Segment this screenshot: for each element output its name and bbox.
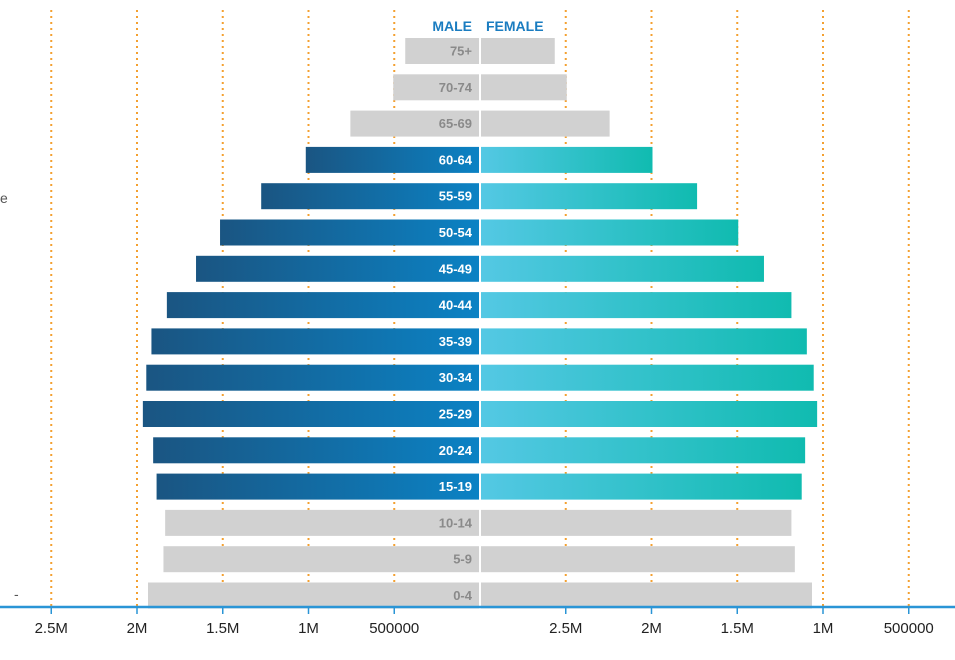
age-group-label: 35-39 [439,334,472,349]
x-tick-label-left: 2.5M [35,620,68,637]
x-tick-label-left: 2M [127,620,148,637]
male-bar [305,146,479,173]
age-group-label: 25-29 [439,407,472,422]
female-bar [481,255,764,282]
x-tick-label-right: 2M [641,620,662,637]
male-bar [196,255,479,282]
age-group-label: 75+ [450,44,472,59]
age-group-label: 5-9 [453,552,472,567]
female-bar [481,364,814,391]
age-group-label: 50-54 [439,225,473,240]
female-bar [481,401,818,427]
series-headers: MALE FEMALE [432,18,543,34]
female-bar [481,146,653,173]
age-group-label: 55-59 [439,189,472,204]
male-bar [220,219,479,246]
male-bar [153,437,479,464]
male-bar [142,401,480,427]
age-labels: 75+ 70-74 65-69 60-64 55-59 50-54 45-49 40-44 35… [439,44,473,604]
female-bar [481,110,610,137]
male-bar [405,38,479,64]
male-bar [166,292,479,319]
x-tick-label-left: 1.5M [206,620,239,637]
male-bar [165,509,479,536]
age-group-label: 15-19 [439,479,472,494]
female-bar [481,582,812,609]
male-bar [261,183,479,210]
female-bar [481,473,802,500]
left-edge-fragment-bottom: - [14,586,19,602]
age-group-label: 60-64 [439,152,473,167]
female-header: FEMALE [486,18,544,34]
age-group-label: 30-34 [439,370,473,385]
male-bar [393,74,479,101]
age-group-label: 40-44 [439,298,473,313]
female-bar [481,546,795,573]
x-tick-label-left: 1M [298,620,319,637]
x-tick-label-right: 2.5M [549,620,582,637]
x-axis: 2.5M 500000 2M 1M 1.5M 1.5M 1M 2M 500000 2.5M [0,605,955,637]
male-bar [163,546,479,573]
female-bar [481,74,567,101]
bars [142,38,818,609]
age-group-label: 20-24 [439,443,473,458]
male-header: MALE [432,18,472,34]
male-bar [350,110,479,137]
female-bar [481,437,806,464]
male-bar [156,473,479,500]
x-tick-label-right: 500000 [884,620,934,637]
age-group-label: 70-74 [439,80,473,95]
female-bar [481,292,792,319]
male-bar [151,328,479,355]
x-tick-label-left: 500000 [369,620,419,637]
female-bar [481,509,792,536]
male-bar [146,364,480,391]
female-bar [481,328,807,355]
female-bar [481,183,698,210]
x-tick-label-right: 1M [813,620,834,637]
male-bar [148,582,479,609]
female-bar [481,38,555,64]
age-group-label: 0-4 [453,588,473,603]
age-group-label: 10-14 [439,515,473,530]
age-group-label: 45-49 [439,261,472,276]
x-tick-label-right: 1.5M [721,620,754,637]
female-bar [481,219,739,246]
age-group-label: 65-69 [439,116,472,131]
left-edge-fragment-top: e [0,190,8,206]
